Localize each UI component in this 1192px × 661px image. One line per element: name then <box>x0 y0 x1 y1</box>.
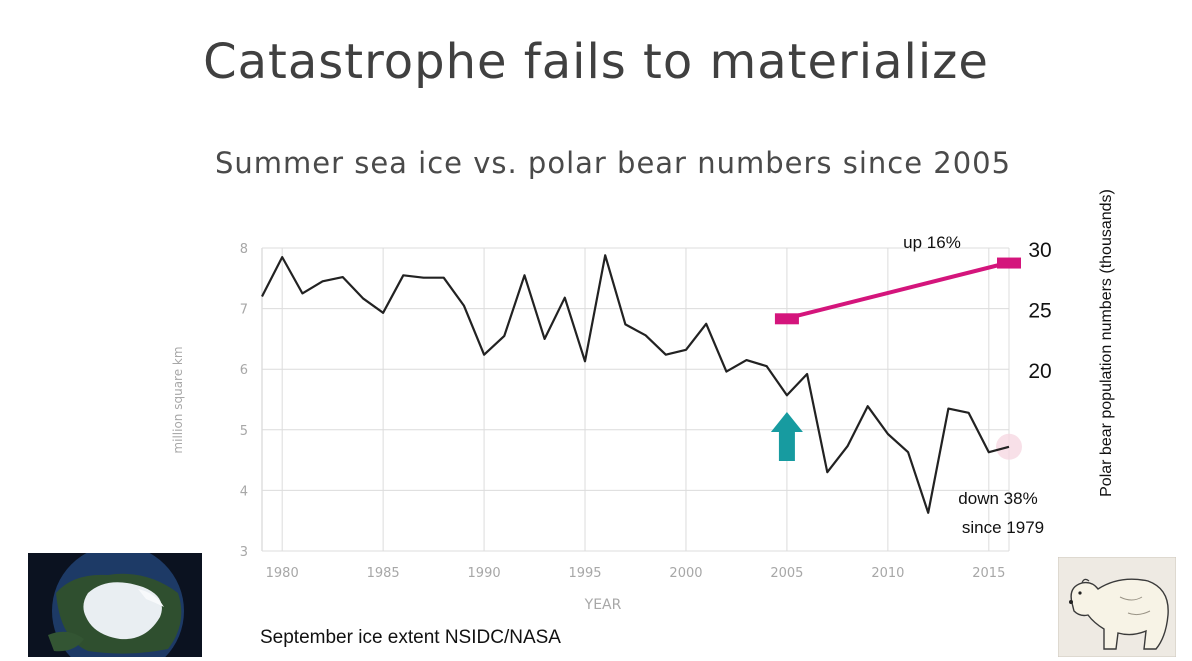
y-tick-label: 5 <box>240 424 248 439</box>
y2-tick-label: 20 <box>1028 360 1051 383</box>
y2-tick-label: 30 <box>1028 239 1051 262</box>
x-tick-label: 1995 <box>568 566 601 581</box>
x-tick-label: 2015 <box>972 566 1005 581</box>
right-axis: 20 25 30 <box>1028 239 1051 383</box>
source-caption: September ice extent NSIDC/NASA <box>260 627 561 648</box>
sea-ice-line <box>261 254 1010 514</box>
chart-subtitle: Summer sea ice vs. polar bear numbers si… <box>214 146 1012 180</box>
y-tick-label: 4 <box>240 484 248 499</box>
x-tick-label: 2010 <box>871 566 904 581</box>
y2-axis-label: Polar bear population numbers (thousands… <box>1098 189 1115 497</box>
x-axis-label: YEAR <box>584 597 622 613</box>
chart-grid <box>261 247 1010 552</box>
y-tick-label: 8 <box>240 242 248 257</box>
year-2005-arrow <box>770 412 803 461</box>
y-tick-label: 6 <box>240 363 248 378</box>
last-point-highlight <box>996 433 1022 460</box>
up-arrow-shape <box>770 412 803 461</box>
left-axis: 3 4 5 6 7 8 <box>240 242 248 560</box>
annotation-up: up 16% <box>903 233 961 252</box>
y2-tick-label: 25 <box>1028 300 1051 323</box>
y-axis-label: million square km <box>171 346 185 453</box>
bear-population-line <box>786 260 1010 321</box>
slide-title: Catastrophe fails to materialize <box>203 34 989 90</box>
annotation-down-line1: down 38% <box>958 489 1037 508</box>
polar-bear-image <box>1058 557 1176 657</box>
x-tick-label: 2005 <box>770 566 803 581</box>
series-group <box>261 254 1022 514</box>
x-tick-label: 2000 <box>669 566 702 581</box>
arctic-ice-image <box>28 553 202 657</box>
y-tick-label: 3 <box>240 545 248 560</box>
bear-population-marker <box>774 313 799 325</box>
x-tick-label: 1990 <box>468 566 501 581</box>
x-tick-label: 1985 <box>367 566 400 581</box>
y-tick-label: 7 <box>240 303 248 318</box>
bear-population-marker <box>997 257 1021 269</box>
annotation-down-line2: since 1979 <box>962 518 1044 537</box>
x-tick-label: 1980 <box>266 566 299 581</box>
x-axis: 1980 1985 1990 1995 2000 2005 2010 2015 <box>266 566 1006 581</box>
